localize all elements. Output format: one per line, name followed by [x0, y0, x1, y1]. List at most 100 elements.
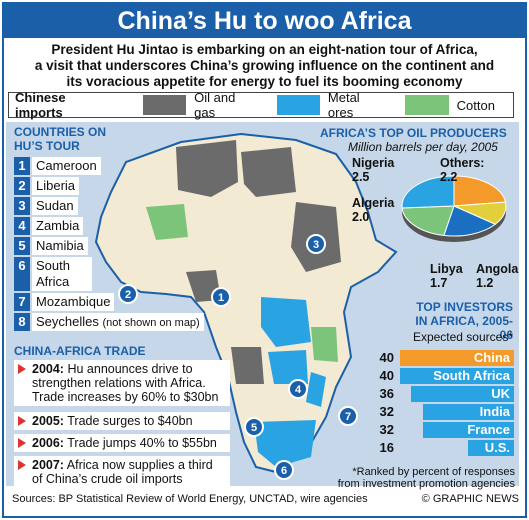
trade-year: 2007: [32, 458, 64, 472]
metal-region-congo [261, 297, 311, 347]
country-number: 8 [14, 313, 30, 331]
trade-item: 2004: Hu announces drive to strengthen r… [14, 360, 230, 406]
triangle-bullet-icon [18, 438, 26, 448]
legend-swatch-oil [142, 95, 187, 115]
country-name: Namibia [32, 237, 88, 255]
investor-row: 32 France [368, 422, 514, 438]
oil-region-north-east [241, 147, 296, 197]
sources-note: Sources: BP Statistical Review of World … [12, 493, 368, 505]
trade-heading: CHINA-AFRICA TRADE [14, 344, 146, 358]
map-marker-6: 6 [274, 460, 294, 480]
list-item: 1 Cameroon [14, 157, 228, 175]
map-marker-4: 4 [288, 379, 308, 399]
investor-row: 32 India [368, 404, 514, 420]
pie-slice [401, 205, 455, 236]
list-item: 8 Seychelles (not shown on map) [14, 313, 228, 331]
investor-bar: France [422, 422, 514, 438]
legend-swatch-metal [276, 95, 320, 115]
legend-text-metal: Metal ores [327, 90, 360, 120]
legend-label: Chinese imports [15, 90, 66, 120]
investor-value: 40 [379, 350, 394, 365]
oil-region-angola [231, 347, 264, 384]
oil-region-north-west [176, 140, 238, 197]
subtitle-line: President Hu Jintao is embarking on an e… [51, 42, 478, 57]
pie-slice [453, 175, 507, 207]
country-name: Cameroon [32, 157, 101, 175]
country-number: 3 [14, 197, 30, 215]
legend-swatch-cotton [405, 95, 449, 115]
investors-heading: TOP INVESTORS IN AFRICA, 2005-06 [405, 300, 513, 342]
pie-label-others: Others: 2.2 [440, 156, 484, 184]
trade-text: Hu announces drive to strengthen relatio… [32, 362, 219, 404]
subtitle-line: a visit that underscores China’s growing… [34, 58, 495, 73]
pie-slice [443, 205, 497, 237]
country-name: Mozambique [32, 293, 115, 311]
legend-text-oil: Oil and gas [194, 90, 236, 120]
country-name: Liberia [32, 177, 80, 195]
trade-item: 2007: Africa now supplies a third of Chi… [14, 456, 230, 488]
trade-text: Trade surges to $40bn [67, 414, 193, 428]
investors-footnote: *Ranked by percent of responses from inv… [300, 466, 515, 490]
investor-row: 40 South Africa [368, 368, 514, 384]
list-item: 3 Sudan [14, 197, 228, 215]
pie-slice [401, 175, 455, 209]
country-name: South Africa [32, 257, 92, 291]
svg-text:2: 2 [125, 289, 131, 301]
trade-text: Trade jumps 40% to $55bn [67, 436, 217, 450]
metal-region-south-africa [254, 420, 316, 467]
country-note: (not shown on map) [102, 317, 200, 329]
investor-value: 40 [379, 368, 394, 383]
tour-heading-line: COUNTRIES ON [14, 125, 107, 139]
tour-heading-line: HU’S TOUR [14, 139, 80, 153]
investors-subheading: Expected sources* [412, 330, 513, 344]
pie-label-angola: Angola 1.2 [476, 262, 518, 290]
pie-label-algeria: Algeria 2.0 [352, 196, 394, 224]
country-number: 5 [14, 237, 30, 255]
trade-item: 2005: Trade surges to $40bn [14, 412, 230, 430]
cotton-region-east [311, 327, 338, 362]
svg-text:7: 7 [345, 411, 351, 423]
investor-value: 16 [379, 440, 394, 455]
pie-label-name: Angola [476, 262, 519, 276]
cotton-region-west [146, 204, 188, 240]
map-marker-7: 7 [338, 406, 358, 426]
investor-bar: China [400, 350, 514, 366]
investor-bar: India [422, 404, 514, 420]
pie-label-name: Nigeria [352, 156, 395, 170]
footnote-line: *Ranked by percent of responses [352, 466, 515, 478]
map-marker-3: 3 [306, 234, 326, 254]
svg-text:4: 4 [295, 384, 302, 396]
country-name-with-note: Seychelles (not shown on map) [32, 313, 204, 331]
triangle-bullet-icon [18, 416, 26, 426]
list-item: 5 Namibia [14, 237, 228, 255]
country-number: 1 [14, 157, 30, 175]
pie-label-nigeria: Nigeria 2.5 [352, 156, 394, 184]
tour-country-list: 1 Cameroon 2 Liberia 3 Sudan 4 Zambia 5 Namib… [14, 157, 228, 333]
tour-heading: COUNTRIES ON HU’S TOUR [14, 125, 106, 153]
pie-label-name: Libya [430, 262, 463, 276]
svg-text:6: 6 [281, 465, 287, 477]
trade-item: 2006: Trade jumps 40% to $55bn [14, 434, 230, 452]
investor-bar: UK [411, 386, 514, 402]
list-item: 7 Mozambique [14, 293, 228, 311]
investor-bar: U.S. [468, 440, 514, 456]
pie-label-value: 2.0 [352, 210, 370, 224]
list-item: 6 South Africa [14, 257, 228, 291]
list-item: 4 Zambia [14, 217, 228, 235]
map-marker-1: 1 [211, 287, 231, 307]
investor-row: 40 China [368, 350, 514, 366]
country-number: 6 [14, 257, 30, 291]
investor-value: 32 [379, 404, 394, 419]
map-marker-2: 2 [118, 284, 138, 304]
svg-text:1: 1 [218, 292, 224, 304]
svg-text:5: 5 [251, 422, 257, 434]
oil-subheading: Million barrels per day, 2005 [348, 140, 498, 154]
investor-value: 32 [379, 422, 394, 437]
investor-row: 36 UK [368, 386, 514, 402]
map-marker-5: 5 [244, 417, 264, 437]
pie-label-value: 2.2 [440, 170, 458, 184]
country-number: 4 [14, 217, 30, 235]
pie-label-value: 2.5 [352, 170, 370, 184]
pie-label-libya: Libya 1.7 [430, 262, 463, 290]
country-number: 2 [14, 177, 30, 195]
